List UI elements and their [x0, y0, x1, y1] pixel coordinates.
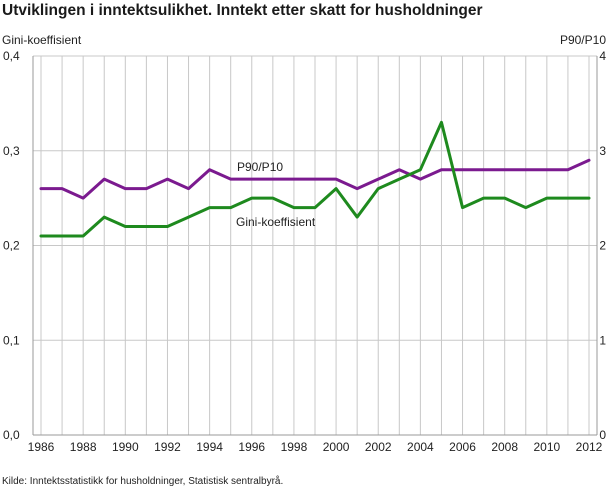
x-tick-label: 2000	[323, 440, 350, 454]
y-tick-label-right: 1	[599, 333, 606, 347]
source-note: Kilde: Inntektsstatistikk for husholdnin…	[2, 475, 283, 487]
x-tick-label: 2012	[576, 440, 603, 454]
x-axis-ticks: 1986 1988 1990 1992 1994 1996 1998 2000 2002 2004…	[28, 440, 603, 454]
x-tick-label: 2008	[491, 440, 518, 454]
y-axis-right-title: P90/P10	[560, 33, 606, 47]
x-tick-label: 2006	[449, 440, 476, 454]
series-lines	[39, 120, 591, 238]
y-tick-label-right: 2	[599, 239, 606, 253]
y-tick-label-left: 0,0	[3, 428, 20, 442]
chart-title: Utviklingen i inntektsulikhet. Inntekt e…	[2, 2, 483, 19]
y-tick-label-left: 0,2	[3, 239, 20, 253]
y-tick-label-right: 4	[599, 49, 606, 63]
series-line-p90-p10	[39, 158, 591, 200]
x-tick-label: 1986	[28, 440, 55, 454]
x-tick-label: 1998	[281, 440, 308, 454]
x-tick-label: 1988	[70, 440, 97, 454]
y-axis-right-ticks: 0 1 2 3 4	[599, 49, 606, 442]
x-tick-label: 1994	[196, 440, 223, 454]
x-tick-label: 2010	[533, 440, 560, 454]
y-tick-label-left: 0,1	[3, 333, 20, 347]
y-axis-left-title: Gini-koeffisient	[2, 33, 82, 47]
y-tick-label-left: 0,3	[3, 144, 20, 158]
y-tick-label-right: 3	[599, 144, 606, 158]
x-tick-label: 1992	[154, 440, 181, 454]
x-tick-label: 1996	[238, 440, 265, 454]
y-axis-left-ticks: 0,0 0,1 0,2 0,3 0,4	[3, 49, 20, 442]
plot-frame	[32, 56, 598, 436]
x-tick-label: 2002	[365, 440, 392, 454]
y-tick-label-left: 0,4	[3, 49, 20, 63]
series-line-gini-koeffisient	[39, 120, 591, 238]
series-label-p90p10: P90/P10	[237, 160, 283, 174]
gridlines	[33, 55, 597, 436]
series-label-gini: Gini-koeffisient	[236, 215, 316, 229]
x-tick-label: 2004	[407, 440, 434, 454]
x-tick-label: 1990	[112, 440, 139, 454]
y-tick-label-right: 0	[599, 428, 606, 442]
